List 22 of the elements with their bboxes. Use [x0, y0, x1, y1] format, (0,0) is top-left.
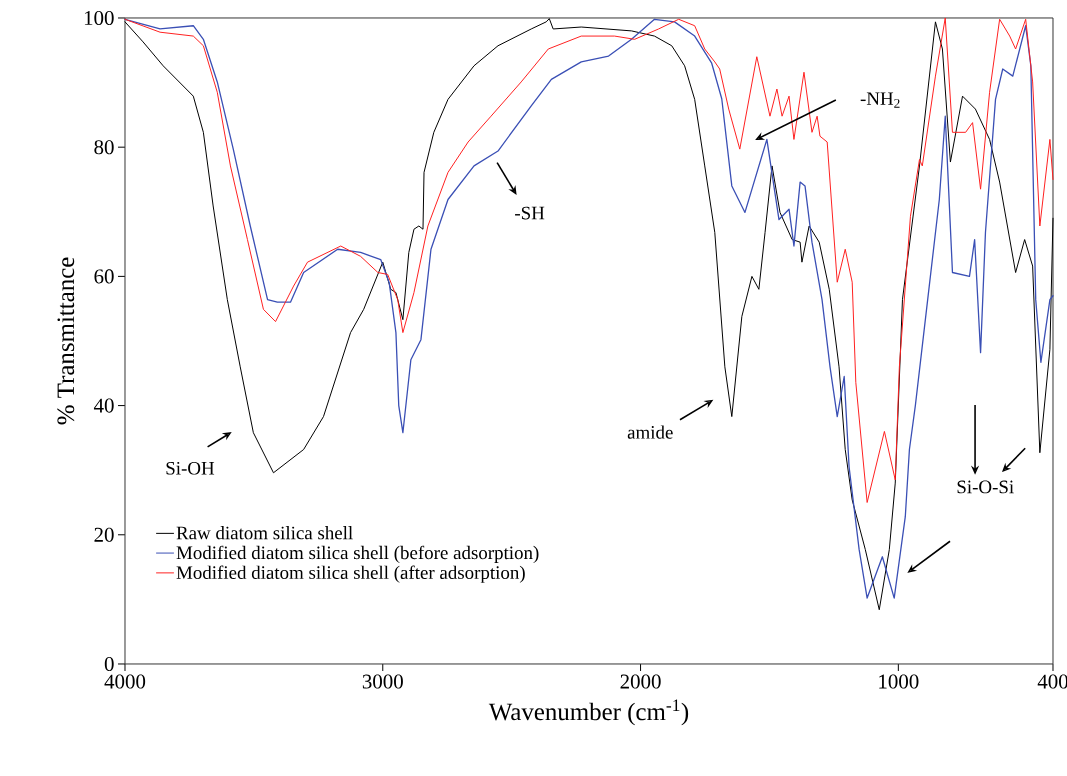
line-series — [124, 17, 1054, 503]
annotation: Si-O-Si — [957, 480, 1014, 494]
legend-label: Raw diatom silica shell — [176, 526, 353, 540]
legend-label: Modified diatom silica shell (after adsorption) — [176, 565, 525, 583]
x-axis-title: Wavenumber (cm$^{-1}$) — [488, 699, 689, 726]
x-tick-label: 2000 — [620, 674, 661, 689]
legend-label: Modified diatom silica shell (before adsorption) — [176, 545, 539, 564]
x-tick-label: 1000 — [879, 674, 919, 689]
y-tick-label: 20 — [94, 527, 114, 542]
x-tick-label: 3000 — [362, 674, 403, 689]
annotation: Si-OH — [166, 461, 215, 475]
y-tick-label: 0 — [104, 656, 114, 672]
y-tick-label: 100 — [84, 10, 114, 26]
y-tick-label: 40 — [93, 398, 114, 413]
y-axis-title: % Transmittance — [57, 257, 75, 425]
x-tick-label: 400 — [1037, 674, 1067, 689]
y-tick-label: 60 — [94, 269, 114, 284]
y-tick-label: 80 — [94, 140, 114, 155]
annotation: amide — [627, 425, 673, 439]
annotation: -NH$_{2}$ — [860, 92, 900, 108]
annotation: -SH — [515, 206, 545, 220]
x-tick-label: 4000 — [104, 674, 146, 689]
